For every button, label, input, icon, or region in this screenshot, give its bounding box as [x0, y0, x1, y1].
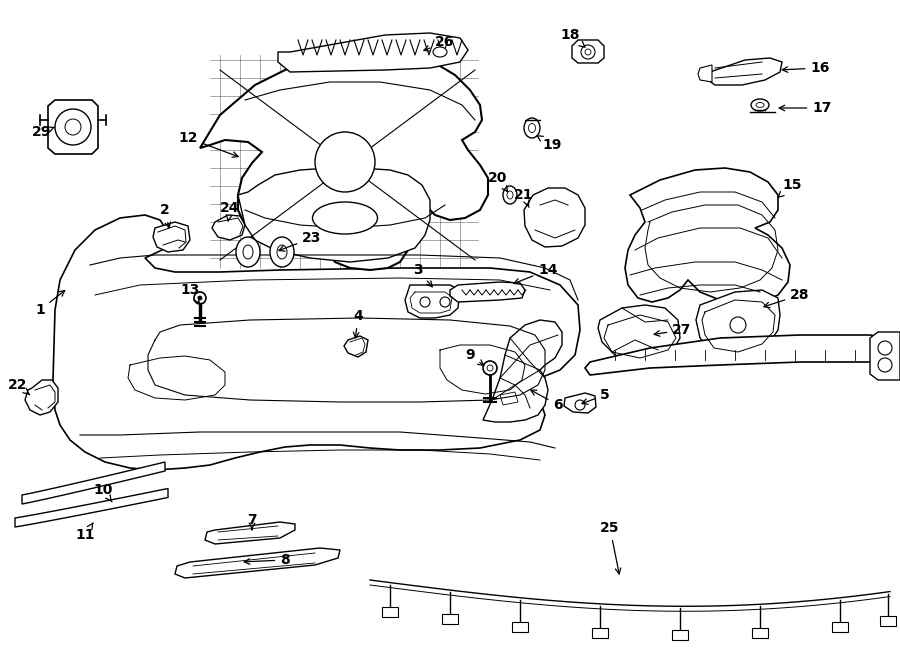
Text: 10: 10: [94, 483, 112, 502]
Polygon shape: [200, 52, 488, 270]
Polygon shape: [153, 222, 190, 252]
Text: 28: 28: [764, 288, 810, 307]
Polygon shape: [344, 336, 368, 357]
Polygon shape: [512, 622, 528, 632]
Text: 20: 20: [489, 171, 508, 192]
Polygon shape: [708, 58, 782, 85]
Polygon shape: [598, 305, 680, 362]
Polygon shape: [53, 215, 580, 470]
Circle shape: [581, 45, 595, 59]
Polygon shape: [696, 290, 780, 358]
Polygon shape: [48, 100, 98, 154]
Circle shape: [420, 297, 430, 307]
Circle shape: [194, 292, 206, 304]
Circle shape: [55, 109, 91, 145]
Polygon shape: [698, 65, 712, 82]
Text: 8: 8: [244, 553, 290, 567]
Text: 17: 17: [779, 101, 832, 115]
Circle shape: [575, 400, 585, 410]
Text: 23: 23: [279, 231, 321, 251]
Polygon shape: [832, 622, 848, 632]
Ellipse shape: [312, 202, 377, 234]
Circle shape: [440, 297, 450, 307]
Polygon shape: [15, 488, 168, 527]
Polygon shape: [405, 285, 460, 318]
Polygon shape: [382, 607, 398, 617]
Polygon shape: [238, 168, 430, 262]
Circle shape: [483, 361, 497, 375]
Polygon shape: [483, 320, 562, 422]
Ellipse shape: [270, 237, 294, 267]
Polygon shape: [572, 40, 604, 63]
Polygon shape: [564, 393, 596, 413]
Polygon shape: [212, 215, 245, 240]
Polygon shape: [25, 380, 58, 415]
Polygon shape: [870, 332, 900, 380]
Text: 13: 13: [180, 283, 200, 303]
Circle shape: [878, 341, 892, 355]
Text: 24: 24: [220, 201, 239, 221]
Ellipse shape: [756, 102, 764, 108]
Ellipse shape: [236, 237, 260, 267]
Circle shape: [878, 358, 892, 372]
Text: 1: 1: [35, 291, 65, 317]
Ellipse shape: [524, 118, 540, 138]
Text: 27: 27: [654, 323, 692, 337]
Text: 19: 19: [537, 136, 562, 152]
Polygon shape: [500, 392, 518, 405]
Text: 26: 26: [424, 35, 454, 51]
Text: 22: 22: [8, 378, 30, 395]
Text: 16: 16: [782, 61, 830, 75]
Polygon shape: [205, 522, 295, 544]
Ellipse shape: [433, 47, 447, 57]
Polygon shape: [278, 33, 468, 72]
Polygon shape: [625, 168, 790, 305]
Text: 3: 3: [413, 263, 432, 287]
Text: 15: 15: [778, 178, 802, 197]
Text: 9: 9: [465, 348, 483, 366]
Polygon shape: [442, 614, 458, 624]
Text: 7: 7: [248, 513, 256, 529]
Polygon shape: [672, 630, 688, 641]
Text: 6: 6: [531, 390, 562, 412]
Text: 11: 11: [76, 523, 94, 542]
Circle shape: [487, 365, 493, 371]
Text: 12: 12: [178, 131, 239, 157]
Text: 25: 25: [600, 521, 621, 574]
Circle shape: [198, 296, 202, 300]
Text: 2: 2: [160, 203, 171, 228]
Polygon shape: [585, 335, 900, 375]
Polygon shape: [592, 628, 608, 638]
Text: 4: 4: [353, 309, 363, 338]
Polygon shape: [524, 188, 585, 247]
Text: 18: 18: [560, 28, 585, 47]
Circle shape: [315, 132, 375, 192]
Text: 21: 21: [514, 188, 534, 208]
Polygon shape: [22, 462, 165, 504]
Ellipse shape: [503, 186, 517, 204]
Text: 14: 14: [514, 263, 558, 284]
Polygon shape: [880, 616, 896, 626]
Text: 5: 5: [582, 388, 610, 405]
Polygon shape: [175, 548, 340, 578]
Text: 29: 29: [32, 125, 55, 139]
Ellipse shape: [751, 99, 769, 111]
Circle shape: [730, 317, 746, 333]
Polygon shape: [450, 282, 525, 302]
Polygon shape: [752, 628, 768, 639]
